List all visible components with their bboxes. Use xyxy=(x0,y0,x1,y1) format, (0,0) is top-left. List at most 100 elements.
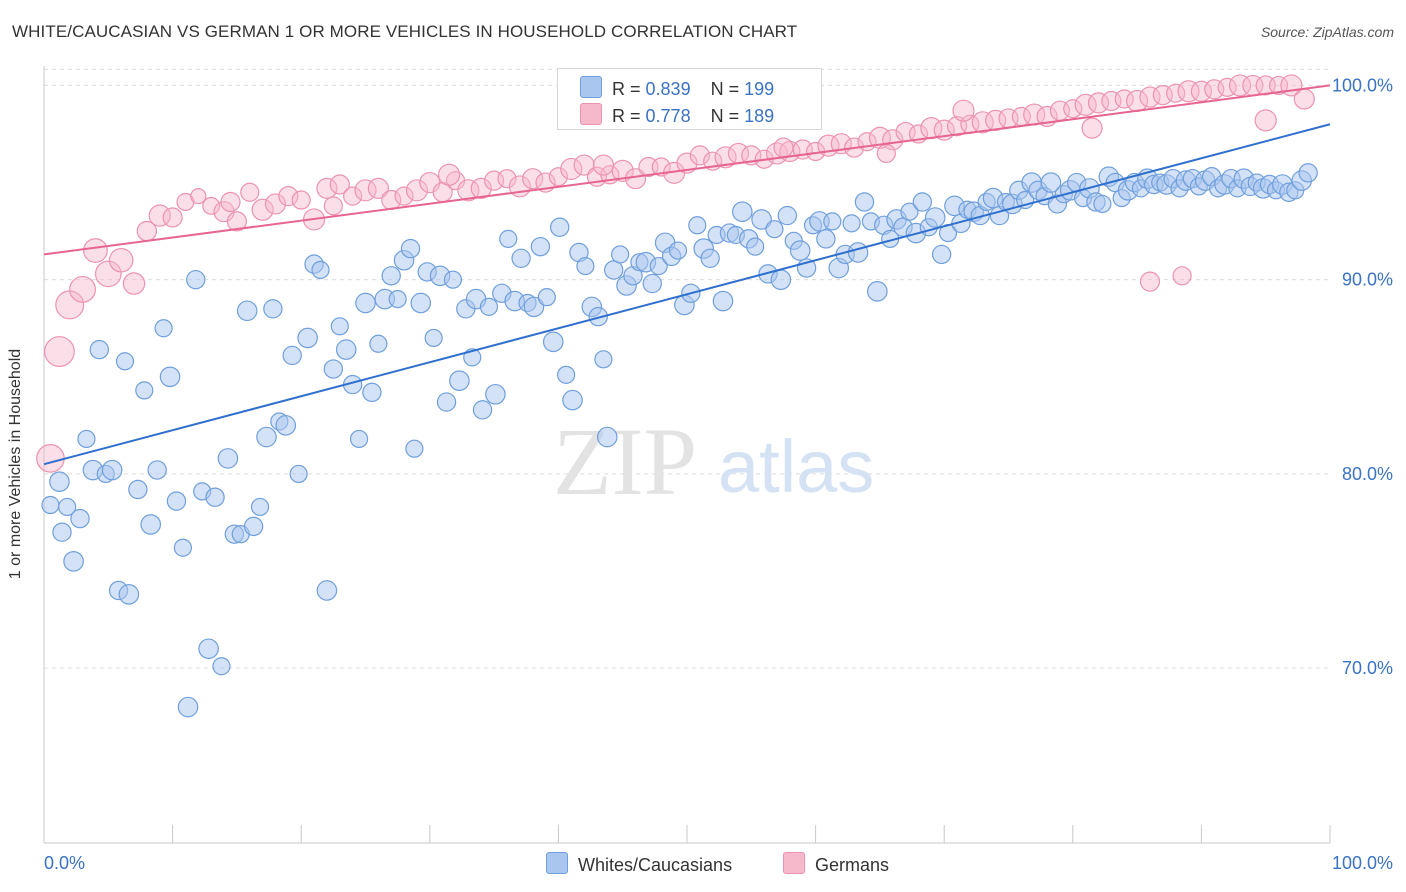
germans-point xyxy=(329,174,350,195)
whites-point xyxy=(101,459,123,481)
germans-point xyxy=(1190,80,1213,102)
whites-point xyxy=(688,216,707,235)
whites-point xyxy=(77,429,96,449)
whites-point xyxy=(217,448,239,469)
whites-point xyxy=(549,217,570,237)
whites-point xyxy=(289,464,308,484)
pink-r-value: 0.778 xyxy=(645,106,691,126)
germans-point xyxy=(1172,266,1192,286)
y-tick-label-1: 80.0% xyxy=(1342,464,1393,484)
germans-point xyxy=(264,193,287,215)
germans-point xyxy=(202,196,221,215)
germans-point xyxy=(83,238,108,263)
blue-r-label: R = xyxy=(612,79,641,99)
germans-point xyxy=(773,137,794,158)
germans-point xyxy=(1293,88,1315,110)
germans-point xyxy=(220,191,241,213)
axes xyxy=(43,66,1331,844)
whites-point xyxy=(842,214,861,233)
whites-point xyxy=(70,508,90,529)
germans-point xyxy=(190,188,207,205)
chart-title: WHITE/CAUCASIAN VS GERMAN 1 OR MORE VEHI… xyxy=(12,22,798,41)
germans-point xyxy=(343,186,363,206)
whites-point xyxy=(436,392,457,412)
whites-point xyxy=(594,350,613,369)
germans-point xyxy=(148,204,171,227)
germans-point xyxy=(1268,75,1289,96)
whites-point xyxy=(424,328,443,348)
germans-point xyxy=(226,211,247,232)
whites-trendline xyxy=(43,123,1331,466)
whites-point xyxy=(362,382,382,403)
blue-n-value: 199 xyxy=(744,79,775,99)
whites-point xyxy=(297,327,318,349)
whites-point xyxy=(523,296,545,318)
whites-point xyxy=(381,266,401,286)
whites-point xyxy=(449,370,470,391)
whites-point xyxy=(166,491,187,511)
whites-point xyxy=(499,229,518,248)
whites-point xyxy=(931,244,952,265)
germans-point xyxy=(952,99,975,122)
legend-row-blue: R = 0.839 N = 199 xyxy=(580,76,775,99)
whites-point xyxy=(186,269,206,290)
germans-point xyxy=(278,186,299,207)
germans-point xyxy=(689,145,710,166)
germans-point xyxy=(592,154,615,176)
watermark: ZIP atlas xyxy=(553,408,874,515)
whites-point xyxy=(349,429,369,449)
germans-point xyxy=(108,247,134,273)
whites-point xyxy=(115,352,135,371)
whites-point xyxy=(1298,163,1318,183)
whites-point xyxy=(154,319,173,338)
whites-point xyxy=(49,471,70,492)
germans-point xyxy=(985,109,1007,131)
germans-point xyxy=(1063,99,1083,119)
pink-n-value: 189 xyxy=(744,106,775,126)
whites-point xyxy=(275,415,297,436)
whites-point xyxy=(388,290,407,309)
germans-point xyxy=(251,198,274,221)
germans-point xyxy=(69,275,97,303)
whites-point xyxy=(443,270,463,289)
germans-point xyxy=(1254,109,1277,132)
germans-point xyxy=(522,168,544,190)
whites-point xyxy=(1093,194,1112,214)
whites-point xyxy=(847,242,869,263)
stats-legend: R = 0.839 N = 199 R = 0.778 N = 189 xyxy=(557,68,822,130)
whites-point xyxy=(212,657,231,676)
whites-point xyxy=(355,292,376,314)
germans-point xyxy=(405,179,429,202)
whites-point xyxy=(588,306,608,327)
whites-point xyxy=(335,339,357,360)
whites-point xyxy=(603,260,624,280)
legend-item-whites: Whites/Caucasians xyxy=(546,852,732,876)
germans-point xyxy=(676,152,698,174)
germans-point xyxy=(291,190,311,210)
whites-point xyxy=(823,212,842,231)
pink-swatch xyxy=(580,103,602,125)
germans-swatch xyxy=(783,852,805,874)
whites-point xyxy=(537,288,556,307)
germans-trendline xyxy=(43,84,1331,256)
germans-point xyxy=(470,177,492,199)
whites-point xyxy=(330,317,349,336)
whites-point xyxy=(770,269,792,290)
whites-swatch xyxy=(546,852,568,874)
germans-point xyxy=(316,177,338,199)
germans-point xyxy=(1139,86,1161,108)
watermark-atlas: atlas xyxy=(718,425,874,508)
whites-point xyxy=(198,638,219,660)
whites-point xyxy=(576,256,595,276)
blue-r-value: 0.839 xyxy=(645,79,691,99)
whites-point xyxy=(557,365,576,384)
germans-point xyxy=(651,157,671,177)
whites-point xyxy=(256,426,277,448)
germans-point xyxy=(162,207,183,228)
whites-point xyxy=(316,580,338,601)
germans-point xyxy=(1139,271,1161,292)
whites-point xyxy=(159,366,181,388)
germans-point xyxy=(394,186,414,206)
whites-point xyxy=(611,245,630,264)
whites-points xyxy=(41,163,1318,718)
